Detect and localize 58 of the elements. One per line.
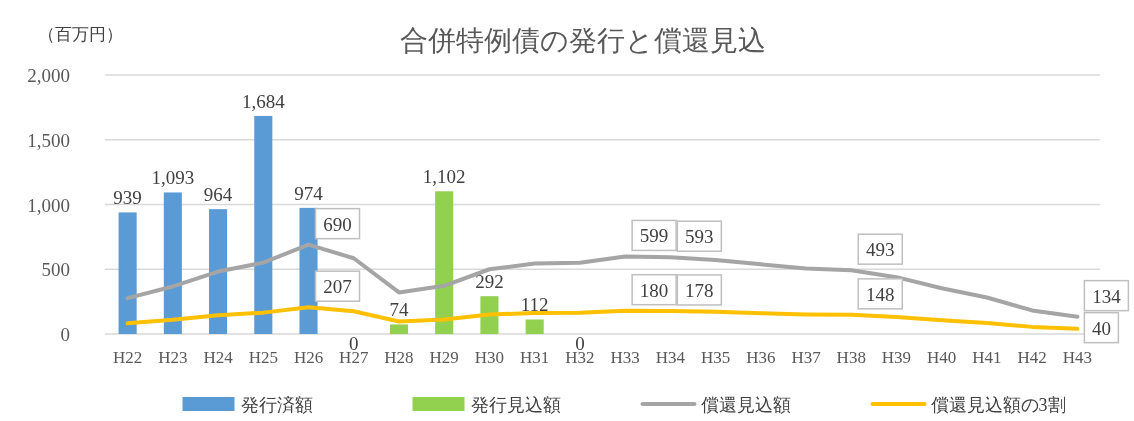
x-tick-label: H35 [700, 348, 731, 367]
x-tick-label: H28 [384, 348, 414, 367]
x-tick-label: H31 [520, 348, 550, 367]
x-tick-label: H37 [791, 348, 822, 367]
x-tick-label: H23 [158, 348, 188, 367]
x-tick-label: H39 [881, 348, 912, 367]
x-tick-label: H36 [746, 348, 776, 367]
bar [435, 191, 454, 334]
bar [254, 115, 273, 334]
x-tick-label: H38 [836, 348, 866, 367]
data-label: 1,102 [422, 166, 466, 188]
x-tick-label: H41 [972, 348, 1002, 367]
bar [389, 324, 409, 334]
bar [118, 212, 137, 334]
data-label: 493 [866, 239, 895, 261]
data-label: 964 [203, 184, 233, 206]
x-tick-label: H22 [112, 348, 143, 367]
data-label: 178 [685, 279, 714, 301]
y-tick-label: 1,000 [27, 194, 70, 216]
x-tick-label: H40 [927, 348, 957, 367]
legend-label: 償還見込額 [700, 395, 791, 415]
x-tick-label: H29 [429, 348, 459, 367]
data-label: 974 [294, 182, 324, 204]
x-tick-label: H30 [474, 348, 505, 367]
y-tick-label: 1,500 [27, 129, 70, 151]
x-tick-label: H26 [293, 348, 324, 367]
data-label: 1,684 [241, 90, 286, 112]
data-label: 207 [323, 276, 352, 298]
data-label: 690 [323, 213, 352, 235]
data-label: 292 [475, 271, 504, 293]
data-label: 180 [639, 279, 669, 301]
chart-title: 合併特例債の発行と償還見込 [399, 25, 766, 56]
data-label: 134 [1092, 285, 1122, 307]
x-tick-label: H25 [248, 348, 278, 367]
data-label: 593 [685, 226, 714, 248]
x-tick-label: H43 [1062, 348, 1093, 367]
data-label: 1,093 [151, 167, 195, 189]
bar [209, 209, 228, 334]
x-tick-label: H24 [203, 348, 234, 367]
bar [163, 192, 182, 334]
data-label: 939 [113, 187, 142, 209]
x-tick-label: H34 [655, 348, 686, 367]
data-label: 148 [866, 283, 895, 305]
legend-label: 償還見込額の3割 [930, 395, 1066, 415]
data-label: 74 [389, 299, 409, 321]
y-tick-label: 0 [60, 324, 70, 345]
x-tick-label: H42 [1017, 348, 1047, 367]
bar [525, 319, 544, 334]
y-axis-title: （百万円） [38, 25, 123, 44]
y-tick-label: 500 [41, 259, 70, 281]
legend-label: 発行済額 [240, 395, 313, 415]
y-tick-label: 2,000 [27, 65, 70, 86]
data-label: 40 [1091, 317, 1111, 339]
legend-label: 発行見込額 [470, 395, 561, 415]
data-label: 112 [520, 294, 549, 316]
data-label: 599 [639, 225, 669, 247]
x-tick-label: H33 [610, 348, 640, 367]
line-series [125, 242, 1080, 319]
